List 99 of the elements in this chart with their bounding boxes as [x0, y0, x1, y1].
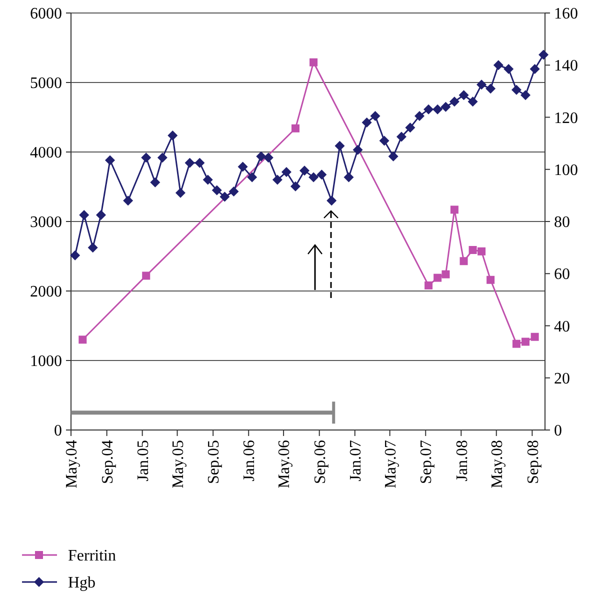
y-tick-label: 6000	[30, 6, 62, 23]
point	[256, 151, 266, 162]
point	[476, 80, 487, 90]
y2-tick-label: 160	[554, 6, 578, 23]
point	[521, 338, 530, 346]
y-tick-label: 1000	[30, 353, 62, 370]
y-tick-label: 3000	[30, 214, 62, 232]
point	[530, 332, 539, 341]
x-tick-label: Sep.05	[206, 440, 223, 484]
point	[175, 188, 186, 198]
point	[308, 172, 319, 182]
x-tick-label: Jan.05	[134, 440, 152, 482]
x-tick-label: May.06	[276, 440, 294, 488]
point	[184, 158, 195, 168]
point	[344, 172, 354, 182]
point	[96, 210, 106, 220]
point	[352, 144, 363, 155]
y-tick-label: 4000	[30, 144, 62, 162]
point	[202, 174, 213, 185]
point	[150, 177, 160, 188]
x-tick-label: Jan.07	[347, 440, 364, 482]
point	[478, 247, 486, 256]
point	[512, 340, 520, 348]
point	[142, 272, 150, 280]
y-tick-label: 0	[54, 422, 62, 440]
point	[326, 196, 337, 206]
x-tick-label: May.07	[382, 440, 400, 488]
point	[396, 132, 406, 142]
point	[316, 170, 327, 180]
y-tick-label: 5000	[30, 75, 62, 92]
y2-tick-label: 20	[554, 370, 570, 388]
y2-tick-label: 120	[554, 110, 578, 127]
point	[440, 102, 451, 112]
point	[424, 104, 434, 114]
point	[157, 152, 168, 163]
point	[228, 186, 239, 197]
point	[405, 122, 416, 133]
point	[123, 196, 134, 206]
point	[272, 174, 282, 185]
point	[468, 246, 477, 254]
point	[432, 104, 443, 114]
point	[449, 96, 460, 107]
point	[291, 124, 300, 132]
point	[486, 276, 495, 284]
x-tick-label: May.04	[64, 440, 81, 488]
point	[504, 64, 514, 74]
point	[493, 60, 504, 70]
point	[281, 166, 292, 177]
point	[530, 64, 540, 74]
x-tick-label: Jan.08	[454, 440, 471, 482]
point	[70, 250, 80, 260]
point	[538, 50, 549, 60]
point	[194, 158, 205, 168]
legend-label: Ferritin	[68, 548, 116, 565]
point	[141, 152, 152, 163]
y2-tick-label: 140	[554, 58, 578, 75]
x-tick-label: May.05	[170, 440, 187, 488]
x-tick-label: May.08	[488, 440, 506, 488]
point	[220, 192, 230, 202]
point	[388, 151, 398, 162]
y-tick-label: 2000	[30, 284, 62, 301]
point	[290, 181, 300, 192]
x-tick-label: Sep.08	[524, 440, 542, 484]
point	[460, 257, 468, 266]
point	[511, 84, 522, 95]
point	[434, 274, 442, 282]
point	[458, 90, 469, 100]
point	[379, 136, 390, 146]
point	[362, 117, 372, 128]
point	[212, 185, 222, 196]
x-tick-label: Jan.06	[241, 440, 258, 482]
y2-tick-label: 100	[554, 162, 578, 179]
point	[78, 336, 87, 344]
x-tick-label: Sep.04	[99, 440, 116, 484]
x-tick-label: Sep.07	[418, 440, 436, 484]
point	[247, 172, 258, 182]
point	[424, 281, 433, 290]
legend-label: Hgb	[68, 574, 96, 592]
point	[168, 130, 178, 140]
point	[486, 84, 496, 94]
x-tick-label: Sep.06	[312, 440, 329, 484]
point	[442, 270, 450, 278]
point	[520, 90, 530, 100]
point	[105, 155, 116, 166]
point	[300, 166, 310, 176]
point	[414, 110, 425, 121]
y2-tick-label: 60	[554, 266, 570, 284]
point	[334, 140, 345, 151]
point	[238, 162, 248, 172]
point	[468, 96, 478, 107]
point	[79, 210, 90, 220]
point	[450, 206, 458, 214]
point	[263, 152, 274, 163]
point	[370, 110, 380, 121]
point	[310, 58, 318, 66]
point	[88, 242, 98, 253]
y2-tick-label: 80	[554, 214, 570, 232]
y2-tick-label: 0	[554, 422, 562, 440]
y2-tick-label: 40	[554, 318, 570, 336]
